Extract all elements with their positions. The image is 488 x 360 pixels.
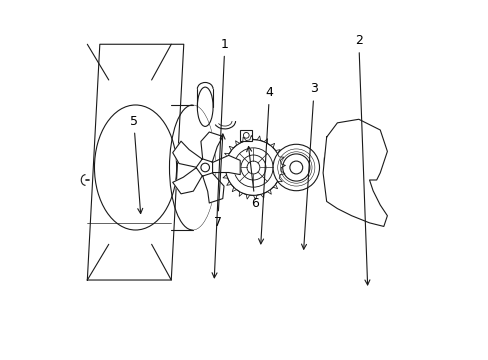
- Text: 7: 7: [213, 134, 224, 229]
- Circle shape: [196, 158, 214, 176]
- Polygon shape: [212, 156, 240, 175]
- Polygon shape: [202, 173, 224, 203]
- Text: 5: 5: [129, 114, 142, 213]
- Text: 1: 1: [212, 38, 228, 278]
- Polygon shape: [201, 132, 223, 162]
- Text: 3: 3: [301, 82, 318, 249]
- Text: 2: 2: [354, 34, 369, 285]
- Polygon shape: [172, 141, 202, 167]
- Circle shape: [225, 140, 281, 195]
- Circle shape: [201, 163, 209, 172]
- Polygon shape: [323, 119, 386, 226]
- Bar: [240, 130, 252, 141]
- Polygon shape: [172, 168, 202, 194]
- Text: 6: 6: [246, 147, 259, 210]
- Text: 4: 4: [258, 86, 273, 244]
- Circle shape: [272, 144, 319, 191]
